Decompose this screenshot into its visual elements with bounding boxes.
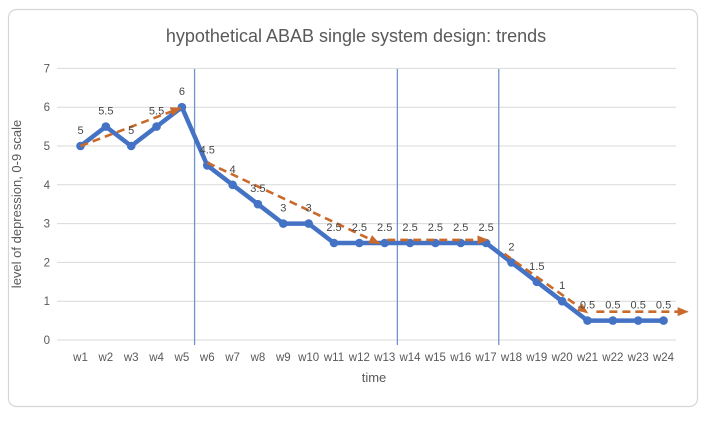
data-label: 0.5 [580,300,595,312]
data-point-marker [583,316,592,325]
data-point-marker [228,180,237,190]
data-label: 2.5 [352,222,367,234]
y-axis-tick-labels: 0 1 2 3 4 5 6 7 [44,63,51,347]
x-tick-label: w18 [500,352,522,364]
data-label: 3 [306,203,312,215]
chart-border [7,8,699,408]
data-label: 4.5 [200,144,215,156]
data-label: 2.5 [428,222,443,234]
x-tick-label: w11 [323,352,344,364]
x-tick-label: w3 [123,352,139,364]
x-tick-label: w15 [424,352,446,364]
x-tick-label: w22 [601,352,623,364]
chart-title: hypothetical ABAB single system design: … [166,26,546,46]
data-point-marker [152,122,161,131]
data-point-marker [279,219,288,228]
x-tick-label: w9 [275,352,291,364]
data-point-marker [329,238,339,248]
phase-separator-lines [193,69,500,345]
y-tick-label: 2 [44,257,50,269]
y-tick-label: 6 [44,102,50,114]
data-point-marker [557,296,567,306]
data-label: 2.5 [478,222,493,234]
data-labels: 5 5.5 5 5.5 6 4.5 4 3.5 3 3 2.5 2.5 2.5 2.5 2.5 2.5 2.5 2… [77,86,671,311]
x-tick-label: w21 [576,352,598,364]
x-axis-tick-labels: w1 w2 w3 w4 w5 w6 w7 w8 w9 w10 w11 w12 w13 w14 w15 w16 w… [72,352,675,364]
x-tick-label: w14 [398,352,421,364]
x-tick-label: w6 [199,352,215,364]
x-tick-label: w19 [525,352,547,364]
data-label: 2.5 [326,222,341,234]
gridlines [57,67,676,341]
y-tick-label: 7 [44,63,50,75]
x-tick-label: w23 [627,352,649,364]
data-point-marker [355,238,364,248]
data-label: 2.5 [377,222,392,234]
data-label: 3 [280,203,286,215]
data-label: 1 [559,280,565,292]
y-tick-label: 5 [44,141,50,153]
x-tick-label: w17 [475,352,497,364]
x-axis-title: time [362,370,387,385]
x-tick-label: w24 [652,352,675,364]
trend-arrow [503,252,589,314]
data-label: 2 [508,241,514,253]
trend-arrows [80,106,689,317]
data-label: 2.5 [453,222,468,234]
data-label: 5.5 [98,106,113,118]
data-label: 5 [77,125,83,137]
trend-arrow [206,161,381,245]
trend-arrow [80,106,182,148]
data-label: 3.5 [250,183,265,195]
data-point-marker [380,238,390,248]
data-label: 5 [128,125,134,137]
data-point-marker [507,258,516,267]
data-point-marker [659,316,668,325]
data-label: 0.5 [631,300,646,312]
data-label: 4 [230,164,236,176]
x-tick-label: w2 [97,352,113,364]
data-label: 5.5 [149,106,164,118]
data-label: 1.5 [529,261,544,273]
y-tick-label: 1 [44,296,50,308]
data-label: 6 [179,86,185,98]
data-point-marker [253,199,263,209]
x-tick-label: w8 [250,352,266,364]
x-tick-label: w16 [449,352,471,364]
data-point-marker [126,141,136,151]
x-tick-label: w13 [373,352,395,364]
x-tick-label: w5 [174,352,190,364]
y-tick-label: 4 [44,180,51,192]
data-point-marker [177,102,187,112]
y-tick-label: 3 [44,219,50,231]
data-point-marker [633,316,643,325]
x-tick-label: w10 [297,352,319,364]
data-point-marker [608,316,618,325]
x-tick-label: w12 [348,352,370,364]
data-label: 0.5 [605,300,620,312]
x-tick-label: w4 [148,352,164,364]
data-label: 2.5 [402,222,417,234]
x-tick-label: w20 [551,352,573,364]
x-tick-label: w1 [72,352,88,364]
y-tick-label: 0 [44,335,50,347]
x-tick-label: w7 [224,352,240,364]
data-label: 0.5 [656,300,671,312]
data-point-marker [101,122,111,131]
data-point-marker [304,219,313,228]
y-axis-title: level of depression, 0-9 scale [9,120,24,288]
